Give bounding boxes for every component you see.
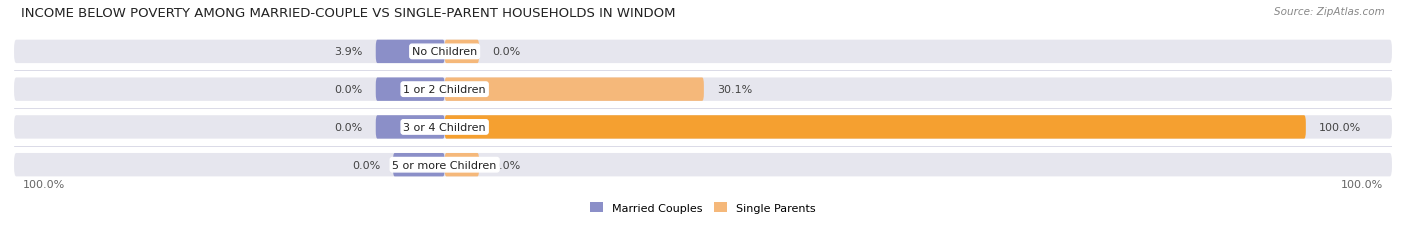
FancyBboxPatch shape [14, 78, 1392, 101]
FancyBboxPatch shape [444, 116, 1306, 139]
Text: 0.0%: 0.0% [492, 47, 520, 57]
Text: 1 or 2 Children: 1 or 2 Children [404, 85, 486, 95]
Text: INCOME BELOW POVERTY AMONG MARRIED-COUPLE VS SINGLE-PARENT HOUSEHOLDS IN WINDOM: INCOME BELOW POVERTY AMONG MARRIED-COUPL… [21, 7, 676, 20]
FancyBboxPatch shape [14, 153, 1392, 177]
Text: 0.0%: 0.0% [335, 122, 363, 132]
Text: 5 or more Children: 5 or more Children [392, 160, 496, 170]
FancyBboxPatch shape [444, 153, 479, 177]
Text: Source: ZipAtlas.com: Source: ZipAtlas.com [1274, 7, 1385, 17]
FancyBboxPatch shape [14, 40, 1392, 64]
Text: 30.1%: 30.1% [717, 85, 752, 95]
FancyBboxPatch shape [444, 40, 479, 64]
Legend: Married Couples, Single Parents: Married Couples, Single Parents [591, 203, 815, 213]
Text: 100.0%: 100.0% [22, 179, 65, 189]
FancyBboxPatch shape [375, 116, 444, 139]
Text: 100.0%: 100.0% [1319, 122, 1361, 132]
FancyBboxPatch shape [14, 116, 1392, 139]
FancyBboxPatch shape [375, 40, 444, 64]
FancyBboxPatch shape [375, 78, 444, 101]
FancyBboxPatch shape [444, 78, 704, 101]
Text: 0.0%: 0.0% [352, 160, 380, 170]
Text: 3 or 4 Children: 3 or 4 Children [404, 122, 486, 132]
Text: 0.0%: 0.0% [335, 85, 363, 95]
Text: 100.0%: 100.0% [1341, 179, 1384, 189]
Text: No Children: No Children [412, 47, 477, 57]
Text: 0.0%: 0.0% [492, 160, 520, 170]
Text: 3.9%: 3.9% [335, 47, 363, 57]
FancyBboxPatch shape [392, 153, 444, 177]
